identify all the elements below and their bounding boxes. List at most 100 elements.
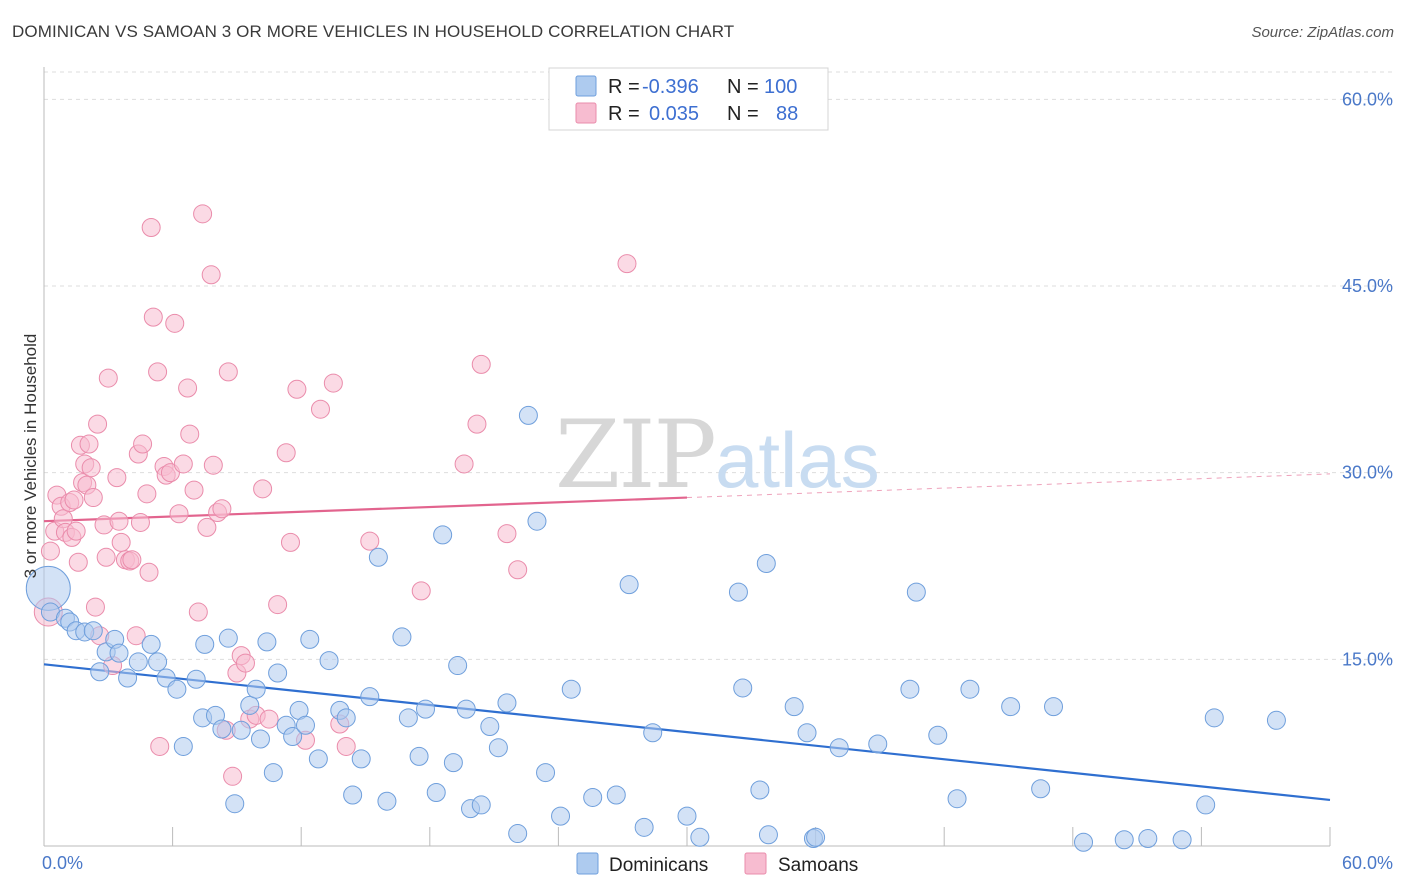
samoan-point bbox=[107, 468, 127, 488]
samoan-point bbox=[165, 313, 185, 333]
dominican-point bbox=[480, 717, 500, 737]
samoan-point bbox=[454, 454, 474, 474]
dominican-point bbox=[784, 697, 804, 717]
samoan-point bbox=[259, 709, 279, 729]
x-tick-label: 0.0% bbox=[42, 853, 83, 873]
dominican-point bbox=[173, 736, 193, 756]
samoan-point bbox=[197, 517, 217, 537]
legend-r-label: R = bbox=[608, 76, 640, 98]
samoan-point bbox=[143, 307, 163, 327]
dominican-point bbox=[225, 794, 245, 814]
bottom-legend-samoans: Samoans bbox=[778, 855, 858, 876]
bottom-legend-swatch-samoans bbox=[744, 852, 767, 875]
dominican-point bbox=[1001, 697, 1021, 717]
legend: R = -0.396 N = 100 R = 0.035 N = 88 bbox=[548, 67, 829, 131]
dominican-point bbox=[448, 656, 468, 676]
samoan-point bbox=[169, 504, 189, 524]
dominican-point bbox=[750, 780, 770, 800]
dominican-point bbox=[758, 825, 778, 845]
samoan-point bbox=[141, 218, 161, 238]
samoan-point bbox=[201, 265, 221, 285]
dominican-point bbox=[471, 795, 491, 815]
samoan-point bbox=[193, 204, 213, 224]
samoan-point bbox=[111, 532, 131, 552]
y-tick-label: 30.0% bbox=[1342, 463, 1393, 483]
watermark: ZIP atlas bbox=[555, 401, 880, 510]
dominican-point bbox=[1196, 795, 1216, 815]
x-tick-label: 60.0% bbox=[1342, 853, 1393, 873]
dominican-point bbox=[868, 734, 888, 754]
dominican-point bbox=[643, 723, 663, 743]
watermark-zip: ZIP bbox=[555, 401, 715, 510]
grid-lines bbox=[44, 71, 1392, 660]
samoan-point bbox=[178, 378, 198, 398]
dominican-point bbox=[561, 679, 581, 699]
bottom-legend: Dominicans Samoans bbox=[576, 852, 858, 876]
dominican-point bbox=[928, 725, 948, 745]
axes bbox=[43, 67, 1331, 847]
samoan-point bbox=[212, 499, 232, 519]
dominican-point bbox=[246, 679, 266, 699]
samoan-point bbox=[184, 480, 204, 500]
dominican-point bbox=[1114, 830, 1134, 850]
dominican-point bbox=[212, 719, 232, 739]
legend-r-dominicans: -0.396 bbox=[642, 76, 699, 98]
dominican-point bbox=[634, 817, 654, 837]
dominican-point bbox=[83, 621, 103, 641]
legend-r-label: R = bbox=[608, 103, 640, 125]
legend-n-label: N = bbox=[727, 103, 759, 125]
dominican-point bbox=[409, 746, 429, 766]
samoan-point bbox=[66, 521, 86, 541]
dominican-point bbox=[90, 662, 110, 682]
chart-title: DOMINICAN VS SAMOAN 3 OR MORE VEHICLES I… bbox=[12, 22, 735, 41]
dominican-point bbox=[1031, 779, 1051, 799]
dominican-point bbox=[728, 582, 748, 602]
dominican-point bbox=[1074, 832, 1094, 852]
dominican-point bbox=[351, 749, 371, 769]
samoan-point bbox=[139, 562, 159, 582]
dominican-point bbox=[583, 787, 603, 807]
legend-n-samoans: 88 bbox=[776, 103, 798, 125]
samoan-point bbox=[130, 512, 150, 532]
dominican-point bbox=[527, 511, 547, 531]
samoans-points bbox=[33, 204, 637, 786]
dominican-point bbox=[268, 663, 288, 683]
samoan-point bbox=[268, 595, 288, 615]
dominican-point bbox=[947, 789, 967, 809]
samoan-point bbox=[83, 488, 103, 508]
samoan-point bbox=[68, 552, 88, 572]
dominican-point bbox=[167, 679, 187, 699]
legend-swatch-dominicans bbox=[575, 75, 597, 97]
dominican-point bbox=[797, 723, 817, 743]
dominican-point bbox=[392, 627, 412, 647]
dominican-point bbox=[1266, 710, 1286, 730]
dominican-point bbox=[377, 791, 397, 811]
dominican-point bbox=[148, 652, 168, 672]
samoan-point bbox=[133, 434, 153, 454]
legend-n-dominicans: 100 bbox=[764, 76, 797, 98]
dominican-point bbox=[690, 827, 710, 847]
samoan-point bbox=[280, 532, 300, 552]
y-tick-labels: 15.0% 30.0% 45.0% 60.0% bbox=[1342, 89, 1393, 669]
samoan-point bbox=[336, 736, 356, 756]
dominican-point bbox=[1204, 708, 1224, 728]
y-tick-label: 60.0% bbox=[1342, 89, 1393, 109]
legend-swatch-samoans bbox=[575, 102, 597, 124]
dominican-point bbox=[606, 785, 626, 805]
dominican-point bbox=[218, 628, 238, 648]
samoan-point bbox=[287, 379, 307, 399]
samoan-point bbox=[79, 434, 99, 454]
dominican-point bbox=[368, 547, 388, 567]
dominican-point bbox=[806, 827, 826, 847]
y-tick-label: 45.0% bbox=[1342, 276, 1393, 296]
dominican-point bbox=[250, 729, 270, 749]
samoan-point bbox=[276, 443, 296, 463]
dominican-point bbox=[195, 634, 215, 654]
samoan-point bbox=[360, 531, 380, 551]
samoan-point bbox=[188, 602, 208, 622]
dominican-point bbox=[456, 699, 476, 719]
dominican-point bbox=[960, 679, 980, 699]
dominican-point bbox=[426, 782, 446, 802]
samoan-point bbox=[40, 541, 60, 561]
